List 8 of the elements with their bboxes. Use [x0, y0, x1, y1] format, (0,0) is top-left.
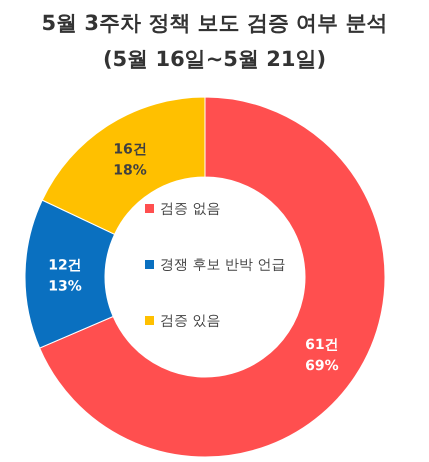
chart-subtitle: (5월 16일~5월 21일) — [102, 47, 326, 71]
legend-label: 경쟁 후보 반박 언급 — [160, 257, 286, 273]
data-label: 12건 13% — [48, 258, 82, 295]
legend-label: 검증 없음 — [160, 201, 220, 217]
legend-label: 검증 있음 — [160, 313, 220, 329]
chart-title: 5월 3주차 정책 보도 검증 여부 분석 — [41, 11, 388, 35]
data-label: 61건 69% — [305, 337, 339, 374]
data-label: 16건 18% — [113, 142, 147, 179]
